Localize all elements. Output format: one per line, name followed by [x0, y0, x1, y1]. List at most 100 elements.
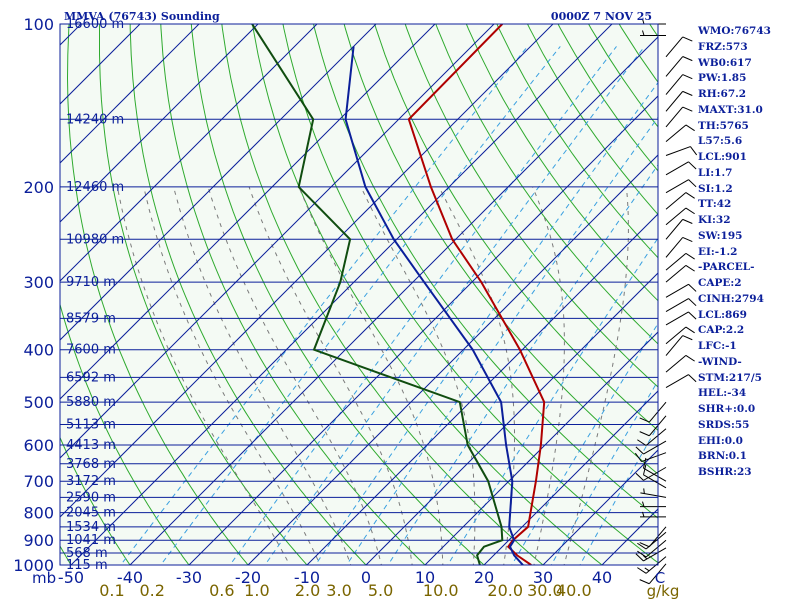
isotherm--100: [60, 24, 318, 282]
wind-barb-feather: [685, 207, 695, 215]
moist-adiabat: [248, 186, 413, 565]
wind-barb: [642, 464, 667, 489]
wind-barb: [665, 146, 698, 156]
wind-barb: [635, 466, 667, 481]
wind-barb-feather: [685, 192, 695, 199]
wind-barb-feather: [688, 311, 697, 320]
moist-adiabat: [143, 186, 321, 565]
temperature-tick-label: -50: [58, 568, 84, 587]
plot-frame: [59, 23, 659, 566]
wind-barb-feather: [639, 542, 650, 548]
sounding-index-item: -PARCEL-: [698, 261, 755, 274]
wind-barb-staff: [645, 428, 667, 446]
wind-barb-feather: [642, 464, 647, 475]
moist-adiabats: [116, 186, 629, 565]
wind-barb: [665, 207, 695, 226]
height-label: 4413 m: [66, 438, 116, 453]
mixing-ratio-tick-label: 40.0: [556, 581, 592, 600]
sounding-index-item: EHI:0.0: [698, 434, 743, 447]
wind-barbs: [634, 18, 698, 585]
wind-barb-staff: [665, 74, 684, 95]
wind-barb-feather: [682, 56, 693, 62]
wind-barb-feather: [685, 326, 695, 334]
mixing-ratio-tick-label: 3.0: [326, 581, 351, 600]
wind-barb-feather: [685, 264, 695, 272]
mixing-ratio-line: [264, 46, 645, 565]
mixing-ratio-tick-label: 20.0: [487, 581, 523, 600]
mixing-ratio-tick-label: 30.0: [527, 581, 563, 600]
wind-barb-half-feather: [642, 18, 645, 25]
wind-barb: [640, 501, 666, 508]
wind-barb: [640, 488, 667, 498]
height-label: 12460 m: [66, 180, 124, 195]
mixing-ratio-tick-label: 2.0: [295, 581, 320, 600]
height-label: 3172 m: [66, 474, 116, 489]
wind-barb: [665, 374, 697, 389]
wind-barb-feather: [637, 439, 647, 446]
isotherm--60: [60, 24, 554, 518]
wind-barb-staff: [640, 492, 667, 498]
wind-barb: [665, 56, 693, 77]
isotherm--90: [60, 24, 377, 341]
wind-barb-feather: [634, 452, 642, 462]
chart-datetime: 0000Z 7 NOV 25: [551, 10, 652, 23]
wind-barb: [665, 106, 693, 128]
wind-barb: [665, 192, 695, 210]
height-label: 5113 m: [66, 418, 116, 433]
sounding-index-item: SW:195: [698, 229, 743, 242]
isotherm--150: [0, 12, 34, 579]
sounding-index-item: LI:1.7: [698, 166, 733, 179]
plot-background: [60, 24, 658, 565]
pressure-tick-label: 800: [23, 504, 54, 523]
wind-barb: [634, 452, 667, 463]
mixing-ratio-line: [160, 46, 561, 565]
wind-barb-feather: [682, 335, 693, 341]
wind-barb-staff: [665, 179, 689, 194]
wind-barb: [665, 74, 693, 95]
mixing-ratio-tick-label: 5.0: [368, 581, 393, 600]
mixing-ratio-line: [346, 116, 658, 565]
isotherm-0: [365, 272, 658, 565]
wind-barb-feather: [688, 374, 697, 383]
sounding-index-item: WMO:76743: [698, 25, 771, 37]
temperature-line: [407, 24, 546, 565]
wind-barb-half-feather: [644, 567, 650, 572]
wind-barb: [640, 511, 666, 518]
mixing-ratio-line: [229, 46, 617, 565]
sounding-index-item: MAXT:31.0: [698, 103, 763, 116]
wind-barb: [639, 563, 667, 585]
height-label: 14240 m: [66, 112, 124, 127]
wind-barb: [640, 30, 666, 36]
temperature-tick-label: -10: [294, 568, 320, 587]
wind-barb: [665, 335, 693, 356]
chart-title: MMVA (76743) Sounding: [64, 10, 220, 23]
height-label: 6592 m: [66, 370, 116, 385]
dew-point-line: [344, 46, 524, 565]
mixing-ratio-tick-label: 10.0: [423, 581, 459, 600]
isotherm--50: [70, 24, 613, 565]
isotherm--20: [247, 154, 658, 565]
height-label: 7600 m: [66, 343, 116, 358]
sounding-index-item: EI:-1.2: [698, 245, 738, 258]
moist-adiabat: [298, 186, 444, 565]
wind-barb-staff: [665, 252, 687, 271]
mixing-ratio-line: [387, 164, 658, 565]
wind-barb-staff: [665, 219, 684, 240]
wind-barb-staff: [665, 56, 684, 77]
sounding-index-item: CINH:2794: [698, 292, 764, 305]
height-label: 1534 m: [66, 520, 116, 535]
sounding-index-item: SHR+:0.0: [698, 403, 756, 415]
pressure-tick-label: 100: [23, 15, 54, 34]
wind-barb-feather: [688, 161, 697, 170]
wind-barb: [665, 264, 695, 283]
isotherm-20: [483, 390, 658, 565]
wind-barb-staff: [643, 466, 667, 481]
dry-adiabat: [60, 302, 190, 565]
wind-barb-feather: [682, 90, 693, 96]
wind-barb-staff: [643, 440, 667, 455]
height-label: 2045 m: [66, 506, 116, 521]
wind-barb-feather: [682, 74, 693, 80]
temperature-tick-label: -40: [117, 568, 143, 587]
isotherm-30: [542, 449, 658, 565]
temperature-tick-label: 40: [592, 568, 612, 587]
